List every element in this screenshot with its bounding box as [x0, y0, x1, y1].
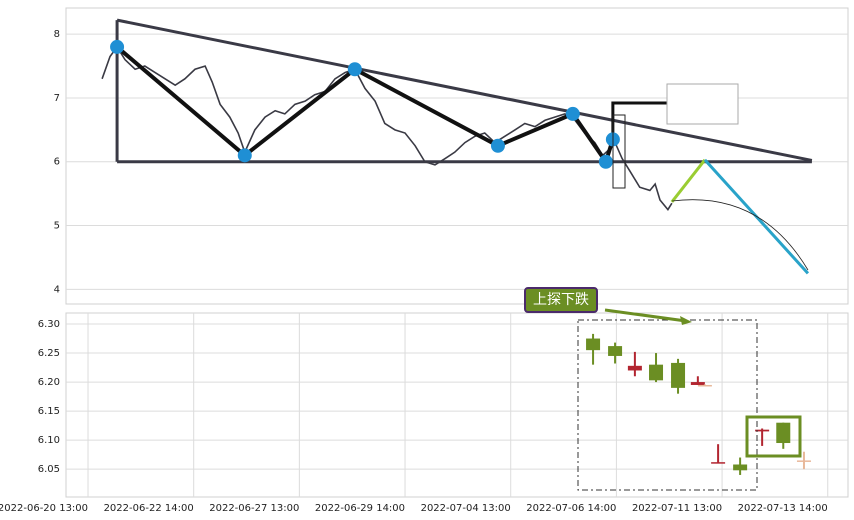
- projection-arc: [671, 199, 809, 271]
- pattern-point: [490, 138, 505, 153]
- candle-body: [608, 346, 623, 356]
- candle-body: [711, 462, 726, 464]
- arrow-head: [680, 316, 692, 325]
- y-tick-label: 6.05: [38, 464, 60, 475]
- annotation-text: 上探下跌: [533, 292, 589, 308]
- candle-body: [649, 364, 664, 381]
- x-tick-label: 2022-06-20 13:00: [0, 503, 88, 514]
- bottom-panel: [65, 312, 849, 498]
- focus-box: [745, 415, 802, 458]
- y-tick-label: 7: [54, 93, 60, 104]
- annotation-box: [524, 287, 598, 313]
- x-tick-label: 2022-07-11 13:00: [632, 503, 722, 514]
- trendline: [116, 18, 813, 162]
- candle-body: [776, 422, 791, 444]
- bottom-plot: 6.05 6.10 6.15 6.20 6.25 6.30 2022-06-20 13:00…: [0, 313, 848, 514]
- thumbnail-box: [666, 83, 739, 125]
- x-tick-label: 2022-06-27 13:00: [209, 503, 299, 514]
- candle-body: [586, 338, 601, 351]
- y-tick-label: 6.25: [38, 348, 60, 359]
- y-tick-label: 6.10: [38, 435, 60, 446]
- candle-body: [796, 460, 811, 462]
- trendline: [670, 158, 707, 203]
- y-tick-label: 5: [54, 221, 60, 232]
- candle-body: [690, 382, 705, 385]
- y-tick-label: 6: [54, 157, 60, 168]
- y-tick-label: 6.15: [38, 406, 60, 417]
- x-tick-label: 2022-07-04 13:00: [421, 503, 511, 514]
- y-tick-label: 8: [54, 29, 60, 40]
- annotation-arrow: [604, 308, 687, 323]
- x-tick-label: 2022-06-29 14:00: [315, 503, 405, 514]
- pattern-point: [598, 154, 613, 169]
- x-tick-label: 2022-07-13 14:00: [738, 503, 828, 514]
- candle-body: [671, 362, 686, 388]
- candle-body: [627, 365, 642, 371]
- x-tick-label: 2022-07-06 14:00: [526, 503, 616, 514]
- highlight-box: [612, 114, 626, 189]
- candle-body: [697, 384, 712, 387]
- y-tick-label: 6.30: [38, 319, 60, 330]
- top-plot: 4 5 6 7 8: [54, 18, 848, 295]
- pattern-point: [110, 39, 125, 54]
- candle-body: [755, 429, 770, 432]
- candle-body: [733, 464, 748, 471]
- y-tick-label: 4: [54, 284, 60, 295]
- top-panel: [65, 7, 849, 305]
- y-tick-label: 6.20: [38, 377, 60, 388]
- x-tick-label: 2022-06-22 14:00: [104, 503, 194, 514]
- pattern-point: [565, 106, 580, 121]
- pattern-point: [237, 148, 252, 163]
- pattern-point: [347, 62, 362, 77]
